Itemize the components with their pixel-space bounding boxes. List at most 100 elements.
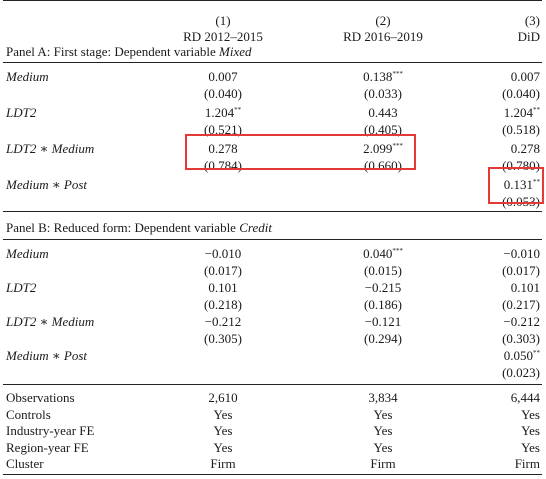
coef-value: 0.138 bbox=[363, 69, 393, 84]
panelA-se-cell: (0.405) bbox=[364, 122, 402, 137]
panelA-coef-cell: 1.204** bbox=[145, 105, 301, 121]
coef-value: −0.010 bbox=[204, 246, 242, 261]
highlight-box-ldt2-medium bbox=[185, 134, 416, 170]
panelA-coef-cell: 0.278 bbox=[145, 141, 301, 157]
panelB-se-cell: (0.023) bbox=[502, 365, 540, 380]
panelA-coef-cell: 2.099*** bbox=[305, 141, 461, 157]
panelA-coef-cell: 0.138*** bbox=[305, 69, 461, 85]
panelA-se-cell: (0.053) bbox=[502, 194, 540, 209]
panelB-row-label: Medium ∗ Post bbox=[6, 348, 88, 363]
panel-a-title: Panel A: First stage: Dependent variable… bbox=[6, 44, 252, 60]
panelB-se-cell: (0.294) bbox=[364, 331, 402, 346]
col-label-2: RD 2016–2019 bbox=[343, 29, 423, 44]
col-label-3: DiD bbox=[517, 29, 540, 44]
panel-a-title-prefix: Panel A: First stage: Dependent variable bbox=[6, 44, 220, 59]
coef-value: −0.212 bbox=[204, 314, 242, 329]
coef-value: 0.131 bbox=[503, 177, 533, 192]
significance-stars: *** bbox=[392, 70, 403, 78]
coef-value: 0.050 bbox=[503, 348, 533, 363]
panelB-row-label: LDT2 ∗ Medium bbox=[6, 314, 95, 329]
coef-value: 1.204 bbox=[204, 105, 235, 120]
panelB-coef-cell: 0.101 bbox=[470, 280, 540, 296]
coef-value: 1.204 bbox=[503, 105, 533, 120]
coef-value: 0.101 bbox=[510, 280, 540, 295]
panel-b-rule bbox=[3, 239, 542, 240]
panelB-coef-cell: 0.040*** bbox=[305, 246, 461, 262]
highlight-box-medium-post bbox=[488, 167, 544, 204]
panel-b-title-var: Credit bbox=[239, 220, 272, 235]
panelB-coef-cell: 0.101 bbox=[145, 280, 301, 296]
panelB-se-cell: (0.017) bbox=[502, 263, 540, 278]
panelB-coef-cell: −0.215 bbox=[305, 280, 461, 296]
panelB-coef-cell: −0.212 bbox=[145, 314, 301, 330]
footer-value: Yes bbox=[373, 423, 393, 438]
footer-value: Yes bbox=[521, 406, 540, 422]
footer-value: Yes bbox=[213, 439, 233, 455]
panel-b-title: Panel B: Reduced form: Dependent variabl… bbox=[6, 220, 272, 236]
panelB-coef-cell: 0.050** bbox=[470, 348, 540, 364]
panelA-se-cell: (0.518) bbox=[502, 122, 540, 137]
panelB-row-label: Medium bbox=[6, 246, 49, 261]
footer-rule bbox=[3, 384, 542, 385]
coef-value: 0.443 bbox=[368, 105, 398, 120]
col-number-3: (3) bbox=[524, 13, 540, 28]
coef-value: −0.010 bbox=[503, 246, 540, 261]
panelA-coef-cell: 0.131** bbox=[470, 177, 540, 193]
footer-row-label: Industry-year FE bbox=[6, 423, 95, 438]
footer-value: Firm bbox=[514, 456, 540, 471]
panel-a-rule bbox=[3, 62, 542, 63]
panelA-coef-cell: 0.007 bbox=[470, 69, 540, 85]
footer-value: Firm bbox=[210, 456, 236, 471]
panelA-coef-cell: 0.278 bbox=[470, 141, 540, 157]
coef-value: −0.212 bbox=[503, 314, 540, 329]
footer-value: 6,444 bbox=[510, 390, 540, 405]
footer-row-label: Observations bbox=[6, 390, 75, 405]
footer-row-label: Region-year FE bbox=[6, 439, 89, 455]
panelA-coef-cell: 0.443 bbox=[305, 105, 461, 121]
panelA-se-cell: (0.033) bbox=[364, 86, 402, 101]
panelA-row-label: LDT2 ∗ Medium bbox=[6, 141, 95, 156]
panelA-row-label: LDT2 bbox=[6, 105, 37, 120]
panelA-se-cell: (0.040) bbox=[502, 86, 540, 101]
panel-b-top-rule bbox=[3, 211, 542, 212]
panelB-se-cell: (0.305) bbox=[204, 331, 242, 346]
footer-value: Yes bbox=[521, 423, 540, 438]
significance-stars: *** bbox=[392, 142, 403, 150]
footer-value: Yes bbox=[521, 439, 540, 455]
panelA-se-cell: (0.040) bbox=[204, 86, 242, 101]
panelA-se-cell: (0.780) bbox=[502, 158, 540, 173]
panelB-se-cell: (0.017) bbox=[204, 263, 242, 278]
significance-stars: ** bbox=[533, 178, 540, 186]
coef-value: 0.278 bbox=[510, 141, 540, 156]
coef-value: 0.101 bbox=[208, 280, 238, 295]
coef-value: 0.278 bbox=[208, 141, 238, 156]
significance-stars: *** bbox=[392, 247, 403, 255]
panelB-se-cell: (0.303) bbox=[502, 331, 540, 346]
top-rule bbox=[3, 0, 542, 1]
panelB-se-cell: (0.217) bbox=[502, 297, 540, 312]
panelB-coef-cell: −0.010 bbox=[470, 246, 540, 262]
footer-value: Yes bbox=[213, 406, 233, 422]
footer-value: 2,610 bbox=[208, 390, 238, 405]
panelA-row-label: Medium ∗ Post bbox=[6, 177, 88, 192]
panelB-row-label: LDT2 bbox=[6, 280, 37, 295]
footer-value: Firm bbox=[370, 456, 396, 471]
col-number-2: (2) bbox=[375, 13, 391, 28]
col-label-1: RD 2012–2015 bbox=[183, 29, 263, 44]
coef-value: 0.007 bbox=[208, 69, 238, 84]
panelA-se-cell: (0.521) bbox=[204, 122, 242, 137]
panelB-coef-cell: −0.010 bbox=[145, 246, 301, 262]
significance-stars: ** bbox=[234, 106, 242, 114]
panel-b-title-prefix: Panel B: Reduced form: Dependent variabl… bbox=[6, 220, 240, 235]
footer-row-label: Controls bbox=[6, 406, 51, 422]
panelA-row-label: Medium bbox=[6, 69, 49, 84]
panelB-coef-cell: −0.212 bbox=[470, 314, 540, 330]
significance-stars: ** bbox=[533, 106, 540, 114]
coef-value: 0.040 bbox=[363, 246, 393, 261]
coef-value: 2.099 bbox=[363, 141, 393, 156]
panel-a-title-var: Mixed bbox=[219, 44, 252, 59]
footer-value: 3,834 bbox=[368, 390, 398, 405]
footer-value: Yes bbox=[213, 423, 233, 438]
coef-value: −0.215 bbox=[364, 280, 402, 295]
col-number-1: (1) bbox=[215, 13, 231, 28]
